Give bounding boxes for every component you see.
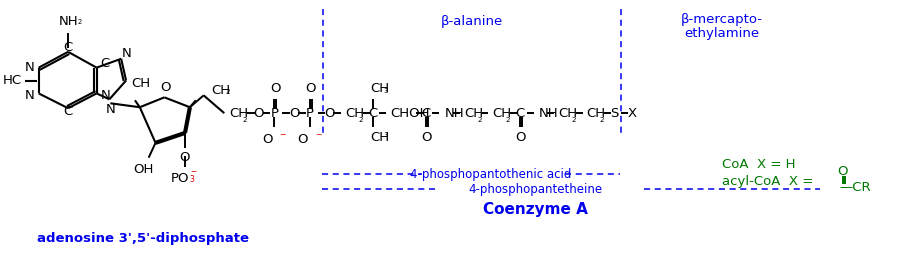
Text: CH: CH (229, 107, 248, 120)
Text: O: O (262, 133, 272, 146)
Text: CH: CH (558, 107, 577, 120)
Text: N: N (25, 89, 35, 102)
Text: O: O (160, 81, 170, 94)
Text: $^-$: $^-$ (313, 132, 323, 142)
Text: CH: CH (130, 77, 150, 90)
Text: $_2$: $_2$ (225, 87, 231, 97)
Text: CH: CH (463, 107, 482, 120)
Text: acyl-CoA  X =: acyl-CoA X = (721, 175, 817, 188)
Text: C: C (63, 105, 73, 118)
Text: O: O (253, 107, 264, 120)
Text: P: P (270, 107, 278, 120)
Text: 4-phosphopantothenic acid: 4-phosphopantothenic acid (409, 168, 571, 181)
Text: $_2$: $_2$ (242, 115, 247, 125)
Text: S: S (609, 107, 618, 120)
Text: $_2$: $_2$ (505, 115, 511, 125)
Text: CH: CH (370, 82, 390, 95)
Text: P: P (305, 107, 313, 120)
Text: O: O (323, 107, 335, 120)
Text: NH: NH (538, 107, 558, 120)
Text: C: C (63, 41, 73, 54)
Text: O: O (421, 131, 431, 144)
Text: $^-$: $^-$ (278, 132, 288, 142)
Text: CH: CH (586, 107, 605, 120)
Text: $_2$: $_2$ (599, 115, 605, 125)
Text: O: O (297, 133, 308, 146)
Text: $_2$: $_2$ (571, 115, 576, 125)
Text: CoA  X = H: CoA X = H (721, 158, 795, 171)
Text: X: X (627, 107, 636, 120)
Text: N: N (100, 89, 110, 102)
Text: $_2$: $_2$ (476, 115, 482, 125)
Text: $_2$: $_2$ (77, 17, 83, 27)
Text: CH: CH (345, 107, 364, 120)
Text: β-alanine: β-alanine (440, 15, 503, 28)
Text: C: C (100, 57, 109, 70)
Text: ethylamine: ethylamine (684, 26, 759, 40)
Text: HC: HC (3, 74, 22, 87)
Text: $_3$: $_3$ (383, 130, 389, 140)
Text: O: O (837, 165, 847, 178)
Text: 4-phosphopantetheine: 4-phosphopantetheine (468, 183, 602, 196)
Text: N: N (25, 61, 35, 74)
Text: NH: NH (444, 107, 463, 120)
Text: adenosine 3',5'-diphosphate: adenosine 3',5'-diphosphate (37, 232, 248, 245)
Text: C: C (421, 107, 430, 120)
Text: C: C (515, 107, 524, 120)
Text: O: O (289, 107, 299, 120)
Text: CH: CH (492, 107, 511, 120)
Text: N: N (106, 103, 115, 116)
Text: $_3$: $_3$ (383, 86, 389, 96)
Text: O: O (179, 151, 190, 164)
Text: CHOH: CHOH (390, 107, 429, 120)
Text: CH: CH (211, 84, 231, 97)
Text: —CR: —CR (838, 181, 869, 194)
Text: O: O (305, 82, 315, 95)
Text: O: O (270, 82, 280, 95)
Text: $_2$: $_2$ (357, 115, 363, 125)
Text: $_3^-$: $_3^-$ (188, 171, 198, 185)
Text: C: C (368, 107, 377, 120)
Text: NH: NH (58, 15, 78, 28)
Text: β-mercapto-: β-mercapto- (680, 13, 763, 26)
Text: CH: CH (370, 131, 390, 144)
Text: N: N (122, 47, 131, 60)
Text: OH: OH (133, 163, 153, 176)
Text: PO: PO (171, 171, 189, 185)
Text: Coenzyme A: Coenzyme A (482, 202, 587, 217)
Text: O: O (515, 131, 526, 144)
